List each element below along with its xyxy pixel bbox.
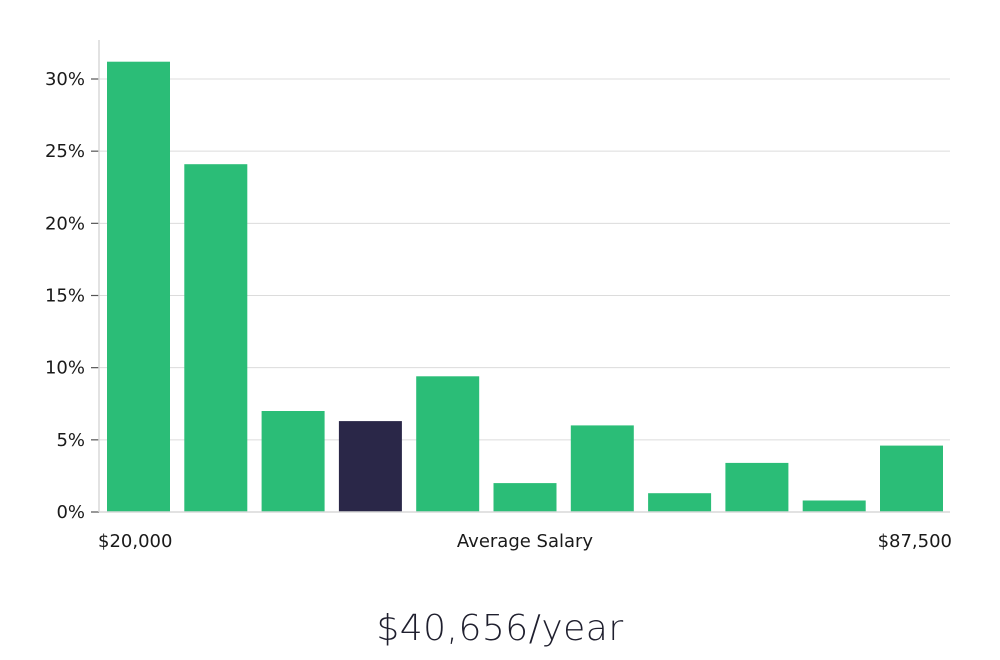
bar [880, 445, 943, 512]
bar [570, 425, 634, 512]
y-axis-ticks: 0% 5% 10% 15% 20% 25% 30% [45, 69, 99, 523]
salary-histogram: 0% 5% 10% 15% 20% 25% 30% $20,000 Average Sala… [45, 40, 952, 552]
x-max-label: $87,500 [878, 531, 952, 552]
bars [107, 61, 943, 512]
y-tick-label: 30% [45, 69, 85, 90]
bar-highlighted [338, 421, 402, 512]
y-tick-label: 0% [56, 502, 85, 523]
bar [648, 493, 712, 512]
bar [493, 483, 557, 512]
bar [184, 164, 248, 512]
x-axis-title: Average Salary [457, 531, 594, 552]
average-salary-value: $40,656/year [376, 608, 624, 649]
y-tick-label: 10% [45, 358, 85, 379]
bar [107, 61, 170, 512]
bar [261, 411, 325, 512]
bar [725, 462, 789, 512]
bar [802, 500, 866, 512]
y-tick-label: 20% [45, 213, 85, 234]
bar [416, 376, 480, 512]
y-tick-label: 15% [45, 286, 85, 307]
x-min-label: $20,000 [98, 531, 172, 552]
y-tick-label: 25% [45, 141, 85, 162]
y-tick-label: 5% [56, 430, 85, 451]
